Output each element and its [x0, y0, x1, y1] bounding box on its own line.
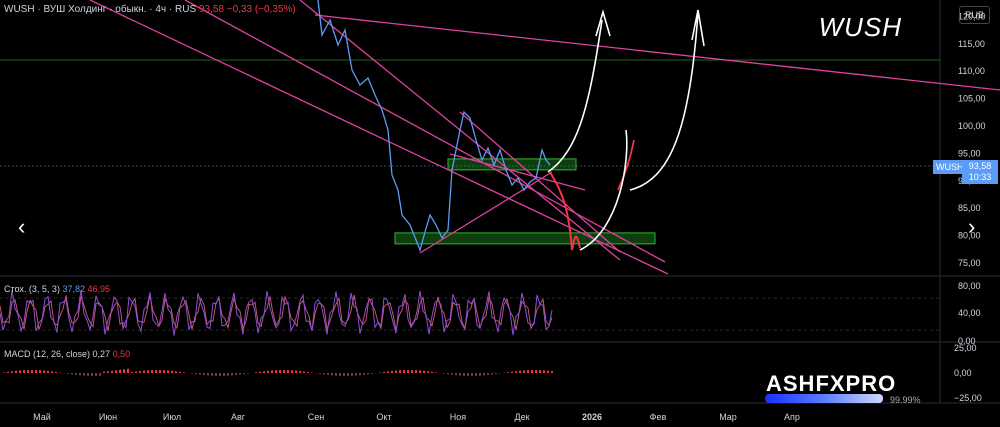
macd-label: MACD (12, 26, close): [4, 349, 91, 359]
trend-line: [459, 111, 621, 253]
progress-bar: [765, 394, 883, 403]
macd-value: 0,27: [92, 349, 111, 359]
trend-line: [184, 0, 666, 263]
chevron-right-icon[interactable]: ›: [968, 214, 976, 239]
progress-percent: 99.99%: [890, 395, 921, 405]
forecast-up-path: [629, 11, 699, 191]
trend-line: [89, 0, 669, 275]
price-change: −0,33 (−0,35%): [226, 4, 296, 15]
time-tick-label: Фев: [650, 412, 667, 422]
time-tick-label: Окт: [376, 412, 391, 422]
stoch-k-line: [0, 290, 553, 336]
price-tick-label: 85,00: [958, 203, 981, 213]
forecast-arrowhead: [691, 9, 705, 47]
support-zone: [394, 232, 656, 245]
trend-line: [314, 14, 1000, 91]
forecast-up-path: [547, 19, 603, 173]
time-tick-label: Май: [33, 412, 51, 422]
watermark-title: WUSH: [818, 12, 902, 42]
brand-logo: ASHFXPRO: [766, 371, 897, 396]
price-tick-label: 100,00: [958, 121, 986, 131]
stoch-d-line: [0, 294, 553, 331]
description: ВУШ Холдинг · обыкн.: [43, 4, 147, 15]
forecast-arrowhead: [595, 9, 611, 37]
trend-line: [449, 153, 586, 191]
last-price: 93,58: [198, 4, 224, 15]
time-tick-label: Сен: [308, 412, 325, 422]
currency-button[interactable]: RUB: [958, 6, 990, 24]
interval: 4ч: [155, 4, 167, 15]
time-tick-label: Дек: [514, 412, 529, 422]
price-tick-label: 95,00: [958, 148, 981, 158]
price-tick-label: 75,00: [958, 258, 981, 268]
macd-tick-label: 25,00: [954, 343, 977, 353]
chart-header: WUSH · ВУШ Холдинг · обыкн. · 4ч · RUS 9…: [4, 4, 296, 15]
macd-signal: 0,50: [112, 349, 131, 359]
price-tag-price: 93,58: [968, 161, 992, 171]
stoch-d: 46,95: [87, 284, 111, 294]
time-tick-label: 2026: [582, 412, 602, 422]
symbol: WUSH: [4, 4, 35, 15]
stoch-tick-label: 40,00: [958, 308, 981, 318]
price-line: [317, 0, 551, 253]
macd-tick-label: 0,00: [954, 368, 972, 378]
stoch-tick-label: 0,00: [958, 336, 976, 346]
stoch-tick-label: 80,00: [958, 281, 981, 291]
time-tick-label: Июл: [163, 412, 181, 422]
exchange: RUS: [175, 4, 197, 15]
stoch-label: Стох. (3, 5, 3): [4, 284, 60, 294]
forecast-up-path: [579, 129, 628, 251]
time-tick-label: Мар: [719, 412, 737, 422]
time-tick-label: Ноя: [450, 412, 467, 422]
price-tick-label: 110,00: [958, 66, 985, 76]
price-tick-label: 120,00: [958, 11, 986, 21]
price-tick-label: 80,00: [958, 231, 981, 241]
time-tick-label: Июн: [99, 412, 117, 422]
stoch-legend: Стох. (3, 5, 3) 37,82 46,95: [4, 284, 110, 294]
macd-legend: MACD (12, 26, close) 0,27 0,50: [4, 349, 130, 359]
trend-line: [419, 171, 553, 254]
forecast-down-path: [617, 139, 635, 191]
time-tick-label: Апр: [784, 412, 800, 422]
macd-tick-label: −25,00: [954, 393, 982, 403]
time-tick-label: Авг: [231, 412, 246, 422]
price-tick-label: 105,00: [958, 94, 986, 104]
price-tag-symbol: WUSH: [933, 160, 967, 174]
price-tag-countdown: 10:33: [968, 172, 992, 182]
stoch-k: 37,82: [62, 284, 85, 294]
price-tag: 93,58 10:33: [962, 160, 998, 184]
price-tick-label: 115,00: [958, 39, 985, 49]
chevron-left-icon[interactable]: ‹: [18, 214, 26, 239]
forecast-down-path: [549, 171, 581, 251]
